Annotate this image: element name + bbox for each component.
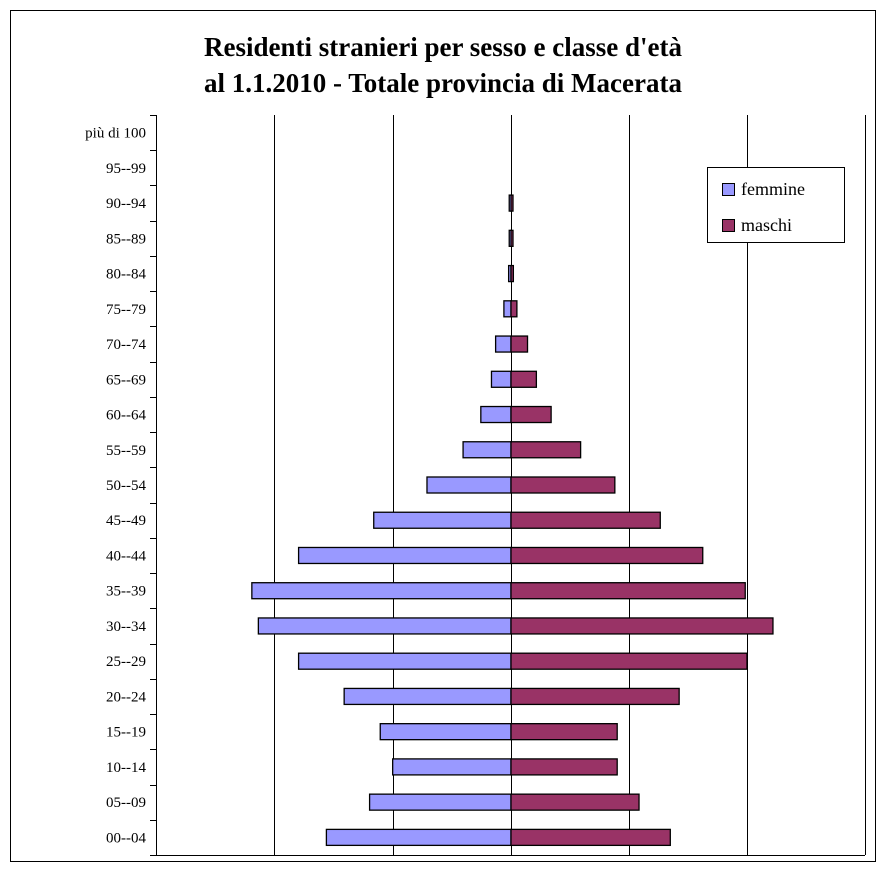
bar-maschi xyxy=(510,441,582,459)
y-tick-label: 20--24 xyxy=(106,689,146,705)
chart-title-line-2: al 1.1.2010 - Totale provincia di Macera… xyxy=(204,68,682,98)
bar-femmine xyxy=(494,335,512,353)
y-tick-label: 00--04 xyxy=(106,830,146,846)
y-tick-label: 85--89 xyxy=(106,231,146,247)
chart-legend: femmine maschi xyxy=(707,167,845,243)
y-tick-label: 15--19 xyxy=(106,725,146,741)
y-tick-label: 40--44 xyxy=(106,548,146,564)
bar-femmine xyxy=(490,370,512,388)
bar-maschi xyxy=(510,405,552,424)
bar-maschi xyxy=(510,335,529,353)
y-tick-label: 45--49 xyxy=(106,513,146,529)
legend-swatch-maschi xyxy=(722,218,735,232)
bar-maschi xyxy=(510,476,616,494)
bar-femmine xyxy=(379,723,512,741)
bar-femmine xyxy=(480,405,512,424)
bar-maschi xyxy=(510,687,680,706)
bar-femmine xyxy=(373,511,512,529)
bar-maschi xyxy=(510,793,640,811)
y-tick-label: 10--14 xyxy=(106,760,146,776)
legend-label-maschi: maschi xyxy=(741,214,792,235)
y-tick-label: 80--84 xyxy=(106,267,146,283)
bar-femmine xyxy=(503,300,512,318)
y-tick-label: 50--54 xyxy=(106,478,146,494)
bar-maschi xyxy=(510,370,538,388)
y-tick-label: più di 100 xyxy=(85,126,146,142)
y-tick-label: 70--74 xyxy=(106,337,146,353)
bar-maschi xyxy=(510,194,514,212)
bar-femmine xyxy=(251,582,512,600)
bar-maschi xyxy=(510,300,518,318)
bar-maschi xyxy=(510,652,748,670)
y-tick-label: 30--34 xyxy=(106,619,146,635)
y-tick-label: 05--09 xyxy=(106,795,146,811)
bar-maschi xyxy=(510,828,671,847)
bar-maschi xyxy=(510,582,746,600)
bar-maschi xyxy=(510,758,618,776)
bar-femmine xyxy=(462,441,512,459)
legend-item-maschi: maschi xyxy=(722,214,792,236)
y-tick-label: 25--29 xyxy=(106,654,146,670)
bar-maschi xyxy=(510,264,515,283)
y-tick-label: 95--99 xyxy=(106,161,146,177)
bar-femmine xyxy=(325,828,512,847)
bar-maschi xyxy=(510,511,661,529)
y-tick-label: 55--59 xyxy=(106,443,146,459)
chart-frame: Residenti stranieri per sesso e classe d… xyxy=(10,10,876,862)
bar-femmine xyxy=(426,476,512,494)
bar-maschi xyxy=(510,229,514,247)
bar-maschi xyxy=(510,617,774,635)
bar-femmine xyxy=(392,758,512,776)
bar-femmine xyxy=(297,546,512,565)
bar-femmine xyxy=(297,652,512,670)
y-tick-label: 35--39 xyxy=(106,584,146,600)
bar-femmine xyxy=(257,617,512,635)
legend-swatch-femmine xyxy=(722,182,735,196)
y-tick-label: 65--69 xyxy=(106,372,146,388)
chart-title-line-1: Residenti stranieri per sesso e classe d… xyxy=(204,32,682,62)
legend-label-femmine: femmine xyxy=(741,178,805,199)
y-tick-label: 75--79 xyxy=(106,302,146,318)
y-tick-label: 90--94 xyxy=(106,196,146,212)
legend-item-femmine: femmine xyxy=(722,178,805,200)
chart-title: Residenti stranieri per sesso e classe d… xyxy=(11,29,875,101)
bar-femmine xyxy=(343,687,512,706)
y-tick-label: 60--64 xyxy=(106,408,146,424)
bar-maschi xyxy=(510,723,618,741)
bar-femmine xyxy=(368,793,512,811)
bar-maschi xyxy=(510,546,704,565)
